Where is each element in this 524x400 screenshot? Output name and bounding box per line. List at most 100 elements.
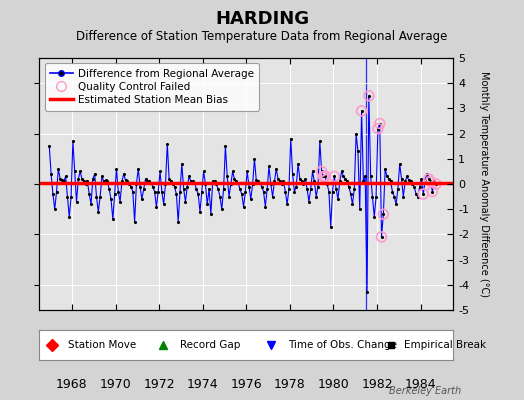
Point bbox=[214, 186, 222, 192]
Point bbox=[52, 188, 61, 195]
Point bbox=[408, 181, 417, 187]
Point bbox=[399, 193, 408, 200]
Point bbox=[432, 181, 440, 187]
Point bbox=[416, 183, 424, 190]
Point bbox=[363, 289, 371, 296]
Point bbox=[194, 191, 202, 197]
Point bbox=[94, 208, 103, 215]
Point bbox=[392, 201, 400, 207]
Text: 1978: 1978 bbox=[274, 378, 305, 391]
Point bbox=[91, 171, 99, 177]
Point bbox=[343, 178, 351, 185]
Point bbox=[225, 193, 233, 200]
Point bbox=[359, 178, 367, 185]
Point bbox=[132, 181, 140, 187]
Point bbox=[230, 176, 238, 182]
Point bbox=[239, 204, 248, 210]
Point bbox=[261, 204, 269, 210]
Point bbox=[201, 181, 210, 187]
Point bbox=[303, 186, 311, 192]
Point bbox=[257, 183, 266, 190]
Point bbox=[321, 173, 330, 180]
Point bbox=[158, 188, 166, 195]
Point bbox=[412, 191, 420, 197]
Point bbox=[252, 177, 260, 184]
Point bbox=[227, 181, 235, 187]
Point bbox=[410, 183, 418, 190]
Point bbox=[183, 183, 191, 190]
Point bbox=[274, 176, 282, 182]
Point bbox=[427, 178, 435, 185]
Point bbox=[50, 206, 59, 212]
Point bbox=[318, 168, 326, 174]
Point bbox=[421, 177, 429, 184]
Point bbox=[357, 108, 366, 114]
Point bbox=[405, 177, 413, 184]
Point bbox=[78, 176, 86, 182]
Point bbox=[190, 180, 199, 186]
Point bbox=[299, 181, 308, 187]
Point bbox=[103, 178, 112, 185]
Point bbox=[354, 148, 362, 154]
Point bbox=[128, 188, 137, 195]
Text: Difference of Station Temperature Data from Regional Average: Difference of Station Temperature Data f… bbox=[77, 30, 447, 43]
Point bbox=[45, 143, 53, 149]
Point bbox=[147, 180, 155, 186]
Point bbox=[379, 211, 388, 218]
Text: 1976: 1976 bbox=[231, 378, 262, 391]
Point bbox=[298, 178, 306, 185]
Point bbox=[167, 178, 175, 185]
Point bbox=[365, 92, 373, 99]
Point bbox=[65, 214, 73, 220]
Point bbox=[163, 140, 171, 147]
Point bbox=[424, 176, 433, 182]
Point bbox=[165, 176, 173, 182]
Point bbox=[178, 161, 186, 167]
Point bbox=[212, 181, 221, 187]
Text: 1972: 1972 bbox=[144, 378, 175, 391]
Point bbox=[396, 161, 404, 167]
Point bbox=[296, 176, 304, 182]
Point bbox=[315, 138, 324, 144]
Point bbox=[210, 178, 219, 185]
Point bbox=[174, 218, 182, 225]
Point bbox=[301, 176, 310, 182]
Point bbox=[337, 168, 346, 174]
Point bbox=[170, 183, 179, 190]
Point bbox=[105, 186, 113, 192]
Point bbox=[365, 92, 373, 99]
Text: Record Gap: Record Gap bbox=[180, 340, 241, 350]
Point bbox=[141, 176, 150, 182]
Point bbox=[413, 193, 422, 200]
Point bbox=[143, 178, 151, 185]
Point bbox=[58, 177, 66, 184]
Point bbox=[424, 176, 433, 182]
Point bbox=[245, 183, 253, 190]
Point bbox=[348, 201, 357, 207]
Point bbox=[335, 178, 344, 185]
Point bbox=[357, 108, 366, 114]
Point bbox=[81, 181, 90, 187]
Point bbox=[112, 166, 121, 172]
Point bbox=[285, 186, 293, 192]
Point bbox=[381, 166, 389, 172]
Point bbox=[281, 188, 290, 195]
Point bbox=[119, 171, 128, 177]
Point bbox=[430, 178, 439, 185]
Point bbox=[276, 178, 284, 185]
Point bbox=[85, 191, 93, 197]
Point bbox=[63, 193, 72, 200]
Point bbox=[265, 163, 273, 170]
Point bbox=[403, 173, 411, 180]
Text: 1984: 1984 bbox=[405, 378, 436, 391]
Point bbox=[152, 204, 160, 210]
Point bbox=[267, 181, 275, 187]
Text: Station Move: Station Move bbox=[68, 340, 137, 350]
Point bbox=[159, 201, 168, 207]
Y-axis label: Monthly Temperature Anomaly Difference (°C): Monthly Temperature Anomaly Difference (… bbox=[479, 71, 489, 297]
Point bbox=[272, 166, 280, 172]
Point bbox=[278, 181, 286, 187]
Point bbox=[321, 173, 330, 180]
Point bbox=[223, 173, 232, 180]
Point bbox=[397, 176, 406, 182]
